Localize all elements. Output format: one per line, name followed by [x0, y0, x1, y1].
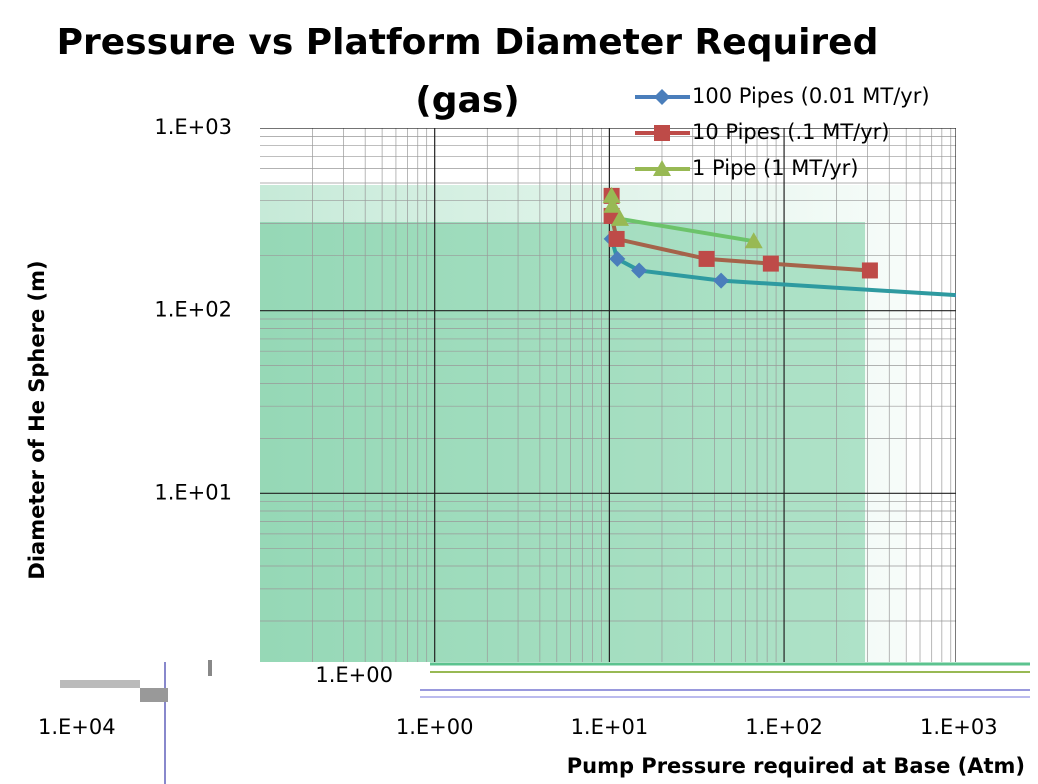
legend-label: 1 Pipe (1 MT/yr): [692, 156, 859, 180]
marker: [610, 209, 629, 226]
marker: [744, 232, 763, 249]
x-tick-label: 1.E+00: [396, 715, 474, 739]
marker: [713, 272, 730, 289]
marker: [954, 294, 956, 298]
stray-label: 1.E+04: [38, 715, 116, 739]
y-tick-label: 1.E+02: [154, 298, 232, 322]
legend-marker: [654, 89, 670, 105]
marker: [762, 255, 779, 272]
marker: [698, 250, 715, 267]
legend-label: 100 Pipes (0.01 MT/yr): [692, 84, 930, 108]
marker: [631, 262, 648, 279]
marker: [602, 186, 621, 203]
marker: [608, 230, 625, 247]
x-tick-label: 1.E+03: [920, 715, 998, 739]
marker: [603, 196, 622, 213]
x-tick-label: 1.E+02: [745, 715, 823, 739]
y-tick-label: 1.E+03: [154, 115, 232, 139]
legend-marker: [653, 160, 671, 176]
legend-marker: [654, 89, 670, 105]
shading: [260, 222, 865, 662]
x-tick-label: 1.E+01: [571, 715, 649, 739]
legend-marker: [654, 125, 670, 141]
legend-marker: [653, 160, 671, 176]
marker: [609, 250, 626, 267]
plot-area: [260, 128, 956, 662]
glitch: [60, 660, 1030, 784]
y-tick-label: 1.E+00: [315, 663, 393, 687]
legend-label: 10 Pipes (.1 MT/yr): [692, 120, 889, 144]
marker: [861, 262, 878, 279]
y-axis-title: Diameter of He Sphere (m): [25, 260, 49, 579]
chart-title: Pressure vs Platform Diameter Required (…: [56, 22, 879, 121]
y-tick-label: 1.E+01: [154, 480, 232, 504]
legend-marker: [654, 125, 670, 141]
x-axis-title: Pump Pressure required at Base (Atm): [567, 754, 1025, 778]
